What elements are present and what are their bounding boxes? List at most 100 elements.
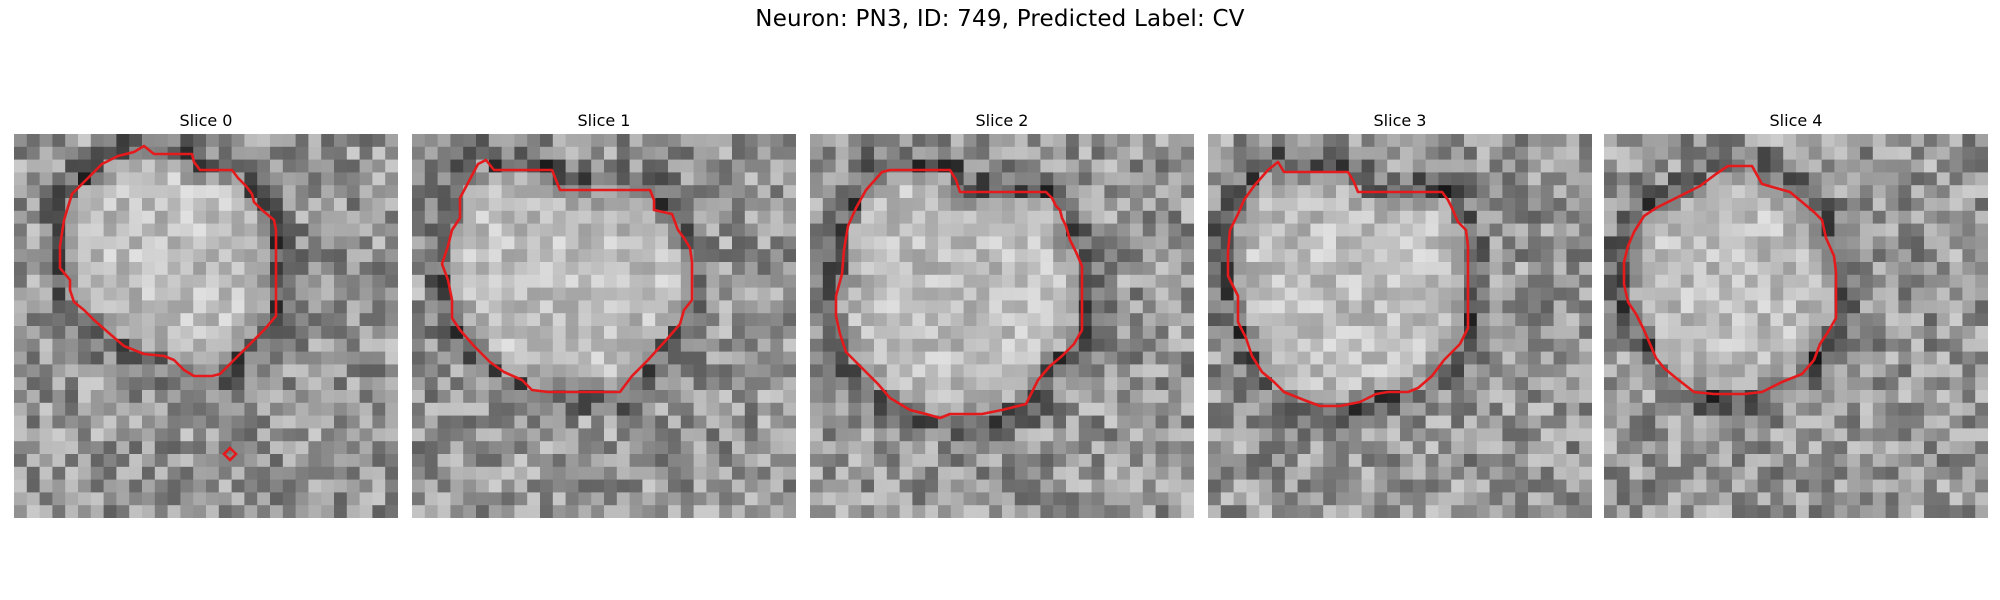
pixel-cell <box>1936 377 1950 391</box>
pixel-cell <box>1104 390 1118 404</box>
pixel-cell <box>1553 428 1567 442</box>
pixel-cell <box>1208 441 1222 455</box>
pixel-cell <box>1142 326 1156 340</box>
pixel-cell <box>1027 249 1041 263</box>
pixel-cell <box>1515 326 1529 340</box>
pixel-cell <box>90 172 104 186</box>
pixel-cell <box>1220 198 1234 212</box>
slice-panel-1: Slice 1 <box>412 108 796 518</box>
pixel-cell <box>744 274 758 288</box>
pixel-cell <box>1091 287 1105 301</box>
pixel-cell <box>668 364 682 378</box>
pixel-cell <box>1310 415 1324 429</box>
pixel-cell <box>116 402 130 416</box>
pixel-cell <box>1744 134 1758 148</box>
pixel-cell <box>1872 223 1886 237</box>
pixel-cell <box>861 262 875 276</box>
pixel-cell <box>1872 326 1886 340</box>
pixel-cell <box>1872 454 1886 468</box>
pixel-cell <box>39 364 53 378</box>
pixel-cell <box>1808 146 1822 160</box>
pixel-cell <box>770 454 784 468</box>
pixel-cell <box>1860 210 1874 224</box>
pixel-cell <box>1719 454 1733 468</box>
pixel-cell <box>693 185 707 199</box>
pixel-cell <box>372 300 386 314</box>
pixel-cell <box>1272 262 1286 276</box>
pixel-cell <box>976 210 990 224</box>
pixel-cell <box>180 287 194 301</box>
pixel-cell <box>770 492 784 506</box>
pixel-cell <box>1336 172 1350 186</box>
pixel-cell <box>463 377 477 391</box>
pixel-cell <box>1936 390 1950 404</box>
pixel-cell <box>1540 172 1554 186</box>
pixel-cell <box>1502 146 1516 160</box>
pixel-cell <box>501 287 515 301</box>
pixel-cell <box>757 338 771 352</box>
pixel-cell <box>1680 364 1694 378</box>
pixel-cell <box>989 223 1003 237</box>
pixel-cell <box>1066 326 1080 340</box>
pixel-cell <box>206 505 220 518</box>
pixel-cell <box>822 223 836 237</box>
pixel-cell <box>719 159 733 173</box>
pixel-cell <box>693 338 707 352</box>
pixel-cell <box>1476 274 1490 288</box>
pixel-cell <box>1284 364 1298 378</box>
pixel-cell <box>591 134 605 148</box>
pixel-cell <box>1860 364 1874 378</box>
pixel-cell <box>938 441 952 455</box>
pixel-cell <box>1104 300 1118 314</box>
pixel-cell <box>1642 479 1656 493</box>
pixel-cell <box>732 364 746 378</box>
pixel-cell <box>744 223 758 237</box>
pixel-cell <box>1348 262 1362 276</box>
pixel-cell <box>706 274 720 288</box>
pixel-cell <box>321 274 335 288</box>
pixel-cell <box>501 172 515 186</box>
pixel-cell <box>167 415 181 429</box>
pixel-cell <box>963 492 977 506</box>
pixel-cell <box>476 466 490 480</box>
pixel-cell <box>501 351 515 365</box>
pixel-cell <box>372 274 386 288</box>
pixel-cell <box>1962 390 1976 404</box>
pixel-cell <box>822 134 836 148</box>
pixel-cell <box>540 402 554 416</box>
pixel-cell <box>514 402 528 416</box>
pixel-cell <box>1770 262 1784 276</box>
pixel-cell <box>514 338 528 352</box>
pixel-cell <box>1233 479 1247 493</box>
pixel-cell <box>1130 198 1144 212</box>
pixel-cell <box>424 262 438 276</box>
pixel-cell <box>1220 479 1234 493</box>
pixel-cell <box>308 402 322 416</box>
pixel-cell <box>757 210 771 224</box>
pixel-cell <box>1693 505 1707 518</box>
pixel-cell <box>1962 198 1976 212</box>
pixel-cell <box>321 415 335 429</box>
pixel-cell <box>1438 313 1452 327</box>
pixel-cell <box>693 300 707 314</box>
pixel-cell <box>874 198 888 212</box>
pixel-cell <box>218 415 232 429</box>
pixel-cell <box>1297 377 1311 391</box>
pixel-cell <box>1770 287 1784 301</box>
pixel-cell <box>1566 479 1580 493</box>
pixel-cell <box>693 198 707 212</box>
pixel-cell <box>1284 313 1298 327</box>
pixel-cell <box>1066 134 1080 148</box>
pixel-cell <box>1668 146 1682 160</box>
pixel-cell <box>1336 441 1350 455</box>
pixel-cell <box>1412 428 1426 442</box>
pixel-cell <box>501 338 515 352</box>
pixel-cell <box>501 313 515 327</box>
pixel-cell <box>424 249 438 263</box>
pixel-cell <box>424 377 438 391</box>
pixel-cell <box>1566 364 1580 378</box>
pixel-cell <box>206 377 220 391</box>
pixel-cell <box>1502 441 1516 455</box>
pixel-cell <box>78 262 92 276</box>
pixel-cell <box>770 351 784 365</box>
